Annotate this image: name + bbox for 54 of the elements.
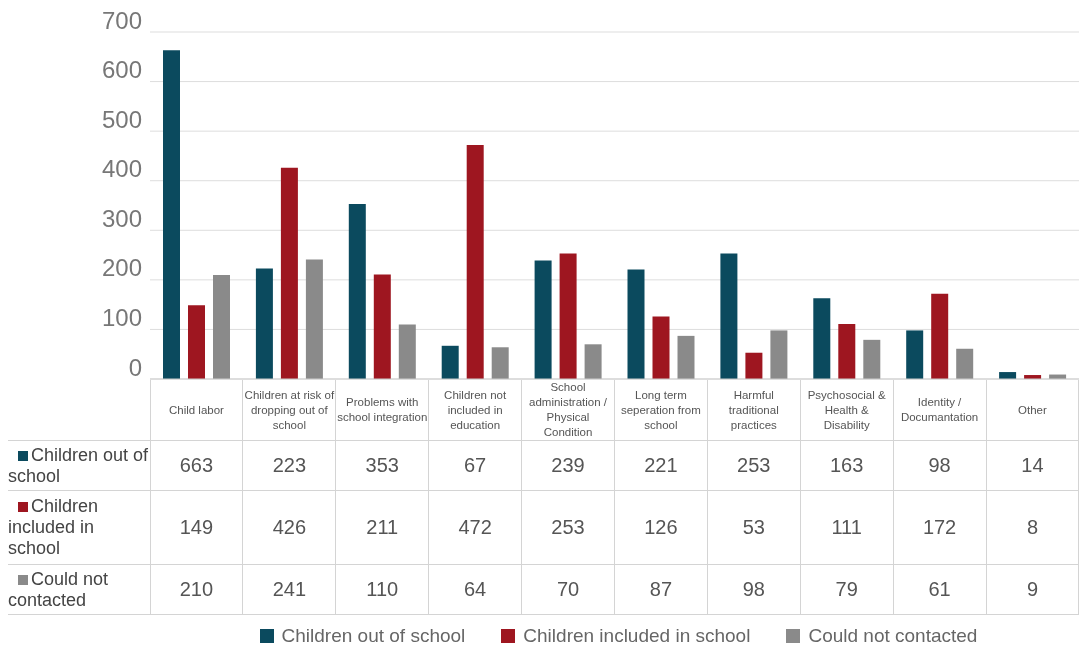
y-tick-label: 400 xyxy=(101,155,142,183)
legend-label: Could not contacted xyxy=(8,564,150,615)
data-label: 8 xyxy=(986,490,1079,565)
data-label: 253 xyxy=(521,490,615,565)
y-tick-label: 300 xyxy=(101,204,142,232)
data-label: 172 xyxy=(893,490,987,565)
y-tick-label: 700 xyxy=(101,6,142,34)
data-label: 149 xyxy=(150,490,243,565)
data-label: 64 xyxy=(428,564,522,615)
data-label: 110 xyxy=(335,564,429,615)
x-tick-label: Children not included in education xyxy=(428,380,522,441)
y-tick-label: 500 xyxy=(101,105,142,133)
data-label: 353 xyxy=(335,440,429,491)
data-label: 210 xyxy=(150,564,243,615)
x-tick-label: Problems with school integration xyxy=(335,380,429,441)
x-tick-label: Identity / Documantation xyxy=(893,380,987,441)
data-label: 98 xyxy=(893,440,987,491)
data-label: 239 xyxy=(521,440,615,491)
data-label: 211 xyxy=(335,490,429,565)
y-tick-label: 100 xyxy=(101,303,142,331)
x-tick-label: Children at risk of dropping out of school xyxy=(242,380,336,441)
x-tick-label: Psychosocial & Health & Disability xyxy=(800,380,894,441)
data-label: 61 xyxy=(893,564,987,615)
data-label: 87 xyxy=(614,564,708,615)
legend-label: Children out of school xyxy=(8,440,150,491)
data-label: 98 xyxy=(707,564,801,615)
text: Children out of school xyxy=(281,625,466,646)
data-label: 14 xyxy=(986,440,1079,491)
y-tick-label: 200 xyxy=(101,254,142,282)
data-label: 126 xyxy=(614,490,708,565)
y-tick-label: 0 xyxy=(128,353,142,381)
legend-label: Children included in school xyxy=(8,490,150,565)
x-tick-label: Other xyxy=(986,380,1079,441)
data-label: 253 xyxy=(707,440,801,491)
data-label: 472 xyxy=(428,490,522,565)
data-label: 79 xyxy=(800,564,894,615)
data-label: 223 xyxy=(242,440,336,491)
x-tick-label: School administration / Physical Condition xyxy=(521,380,615,441)
data-label: 70 xyxy=(521,564,615,615)
x-tick-label: Child labor xyxy=(150,380,243,441)
text: Could not contacted xyxy=(808,625,978,646)
x-tick-label: Harmful traditional practices xyxy=(707,380,801,441)
data-label: 67 xyxy=(428,440,522,491)
data-label: 111 xyxy=(800,490,894,565)
data-label: 426 xyxy=(242,490,336,565)
data-label: 241 xyxy=(242,564,336,615)
x-tick-label: Long term seperation from school xyxy=(614,380,708,441)
y-tick-label: 600 xyxy=(101,56,142,84)
data-label: 221 xyxy=(614,440,708,491)
text: Children included in school xyxy=(523,625,751,646)
data-label: 663 xyxy=(150,440,243,491)
data-label: 53 xyxy=(707,490,801,565)
data-label: 9 xyxy=(986,564,1079,615)
data-label: 163 xyxy=(800,440,894,491)
